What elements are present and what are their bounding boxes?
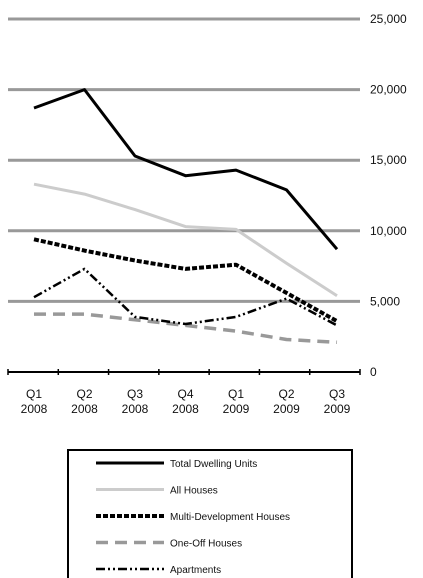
x-tick-label: Q1 2008 [21,387,48,416]
y-tick-label: 20,000 [370,83,407,97]
legend-label: All Houses [170,486,218,497]
legend-items: Total Dwelling Units All Houses Multi-Deve… [96,459,290,576]
legend-label: Multi-Development Houses [170,512,290,523]
y-tick-label: 5,000 [370,294,400,308]
x-tick-label: Q3 2008 [122,387,149,416]
y-axis-labels: 0 5,000 10,000 15,000 20,000 25,000 [370,12,407,379]
series-line [33,237,338,323]
legend-label: One-Off Houses [170,539,242,550]
legend-label: Total Dwelling Units [170,459,257,470]
y-tick-label: 10,000 [370,224,407,238]
legend-label: Apartments [170,565,221,576]
x-tick-label: Q4 2008 [172,387,199,416]
legend: Total Dwelling Units All Houses Multi-Deve… [67,449,353,578]
x-tick-label: Q2 2009 [273,387,300,416]
x-tick-label: Q3 2009 [324,387,351,416]
series-lines [33,88,339,345]
x-axis-labels: Q1 2008 Q2 2008 Q3 2008 Q4 2008 Q1 2009 Q2 2009 Q3 20… [21,387,351,416]
legend-box [67,449,353,578]
series-line [33,88,339,251]
y-tick-label: 15,000 [370,153,407,167]
x-tick-label: Q1 2009 [223,387,250,416]
series-line [34,312,338,345]
series-line [33,267,338,327]
x-axis [7,369,361,375]
x-tick-label: Q2 2008 [71,387,98,416]
y-tick-label: 0 [370,365,377,379]
gridlines [8,17,360,303]
series-line [33,182,338,298]
y-tick-label: 25,000 [370,12,407,26]
